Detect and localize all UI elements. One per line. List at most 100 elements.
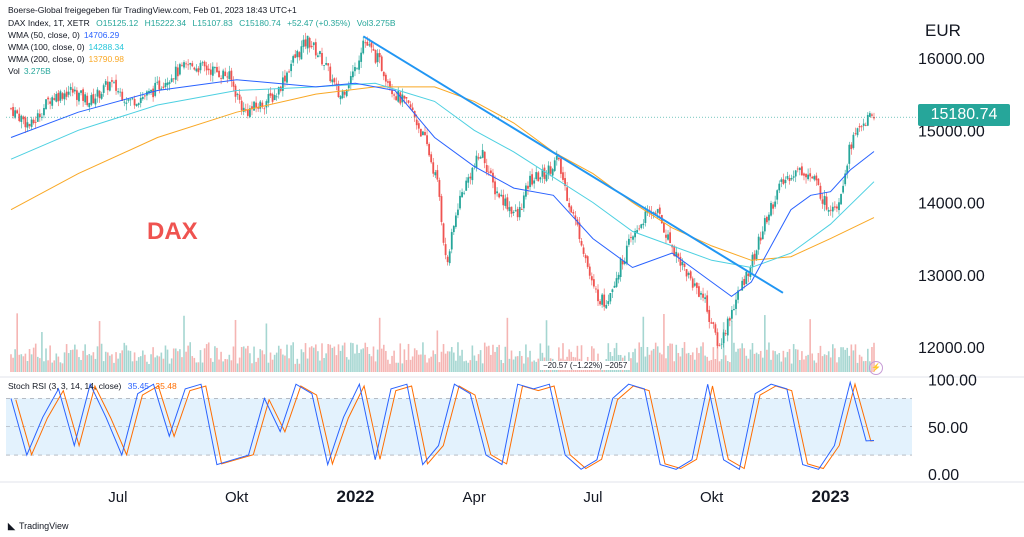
volume-bar <box>634 348 636 372</box>
volume-bar <box>504 346 507 372</box>
candle-body <box>572 212 575 214</box>
volume-bar <box>150 354 152 372</box>
volume-bar <box>90 355 93 372</box>
candle-body <box>88 103 91 108</box>
candle-body <box>811 176 814 179</box>
volume-bar <box>55 353 58 372</box>
last-price-tag: 15180.74 <box>918 104 1010 126</box>
candle-body <box>98 90 101 99</box>
volume-bar <box>438 362 441 372</box>
candle-body <box>240 100 243 111</box>
candle-body <box>34 121 37 123</box>
candle-body <box>181 64 183 66</box>
indicator-legend-wma100[interactable]: WMA (100, close, 0) 14288.34 <box>8 42 124 52</box>
volume-bar <box>461 349 463 372</box>
candle-body <box>452 225 455 233</box>
candle-body <box>40 116 43 118</box>
candle-body <box>267 94 270 103</box>
candle-body <box>498 193 501 198</box>
candle-body <box>345 89 348 97</box>
volume-bar <box>372 346 375 372</box>
indicator-legend-wma200[interactable]: WMA (200, close, 0) 13790.98 <box>8 54 124 64</box>
volume-bar <box>593 348 595 372</box>
candle-body <box>174 66 177 80</box>
volume-bar <box>315 344 317 372</box>
volume-bar <box>34 343 37 372</box>
volume-bar <box>36 356 39 372</box>
stoch-rsi-legend[interactable]: Stoch RSI (3, 3, 14, 14, close) 35.45 35… <box>8 381 177 391</box>
volume-bar <box>642 316 645 372</box>
volume-bar <box>203 348 206 372</box>
candle-body <box>191 63 194 67</box>
candle-body <box>199 62 202 71</box>
candle-body <box>525 185 527 197</box>
lightning-icon[interactable]: ⚡ <box>869 361 883 375</box>
volume-bar <box>535 361 538 372</box>
candle-body <box>714 324 717 333</box>
volume-bar <box>139 356 142 372</box>
candle-body <box>819 185 822 199</box>
candle-body <box>543 167 546 179</box>
volume-bar <box>809 319 811 372</box>
volume-bar <box>407 343 410 372</box>
volume-bar <box>737 348 739 372</box>
candle-body <box>774 201 777 207</box>
candle-body <box>490 170 492 174</box>
candle-body <box>555 155 558 160</box>
candle-body <box>436 170 439 180</box>
volume-bar <box>335 355 338 372</box>
volume-bar <box>98 321 101 372</box>
candle-body <box>201 62 204 64</box>
candle-body <box>518 207 521 218</box>
candle-body <box>533 180 536 184</box>
volume-bar <box>496 347 498 372</box>
volume-bar <box>391 355 393 372</box>
volume-bar <box>811 353 814 372</box>
volume-bar <box>792 344 795 372</box>
volume-bar <box>271 359 274 372</box>
candle-body <box>94 98 97 105</box>
candle-body <box>286 72 288 83</box>
volume-bar <box>115 352 117 372</box>
volume-bar <box>784 357 787 372</box>
volume-bar <box>644 356 647 372</box>
candle-body <box>376 53 379 63</box>
volume-bar <box>125 345 128 372</box>
volume-bar <box>735 351 737 372</box>
volume-bar <box>638 342 640 372</box>
candle-body <box>397 90 400 102</box>
candle-body <box>821 199 824 204</box>
indicator-legend-volume[interactable]: Vol 3.275B <box>8 66 51 76</box>
indicator-legend-wma50[interactable]: WMA (50, close, 0) 14706.29 <box>8 30 120 40</box>
candle-body <box>827 209 830 212</box>
candle-body <box>508 207 511 212</box>
candle-body <box>368 44 371 46</box>
volume-bar <box>317 351 319 372</box>
candle-body <box>162 86 165 88</box>
volume-bar <box>743 348 746 372</box>
volume-bar <box>650 350 653 372</box>
volume-bar <box>759 350 762 372</box>
candle-body <box>430 154 433 163</box>
volume-bar <box>547 345 550 372</box>
volume-bar <box>142 350 144 372</box>
volume-bar <box>255 361 257 372</box>
candle-body <box>805 174 807 178</box>
volume-bar <box>432 350 435 372</box>
tradingview-branding[interactable]: ◣ TradingView <box>8 521 69 531</box>
volume-bar <box>576 345 579 372</box>
volume-bar <box>230 360 233 372</box>
volume-bar <box>137 357 140 372</box>
volume-bar <box>300 349 303 372</box>
candle-body <box>234 85 237 97</box>
volume-bar <box>350 342 352 372</box>
volume-bar <box>457 342 459 372</box>
candle-body <box>100 93 103 99</box>
volume-bar <box>700 346 702 372</box>
volume-bar <box>428 358 430 372</box>
candle-body <box>111 80 113 82</box>
volume-bar <box>430 356 432 372</box>
volume-bar <box>741 343 743 372</box>
candle-body <box>352 71 354 78</box>
